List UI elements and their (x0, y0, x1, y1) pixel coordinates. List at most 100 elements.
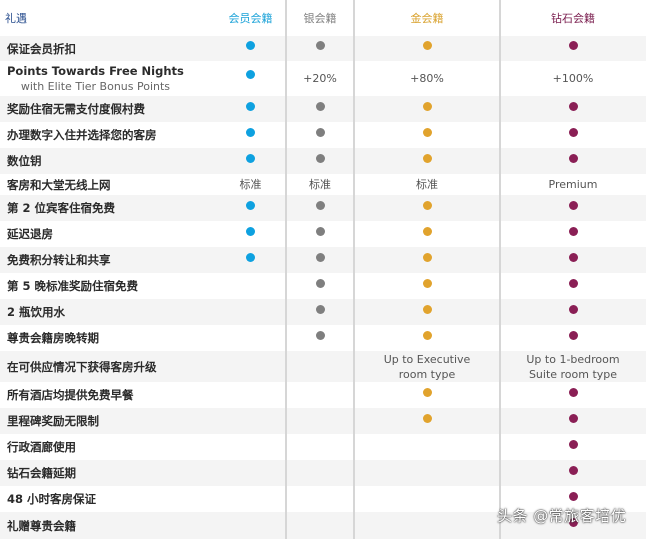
benefit-label: 钻石会籍延期 (7, 466, 76, 480)
diamond-value: +100% (552, 71, 594, 85)
table-row: 延迟退房 (0, 221, 646, 247)
benefit-label: 客房和大堂无线上网 (7, 177, 111, 192)
page-title: 礼遇 (5, 12, 27, 25)
silver-dot-icon (315, 226, 325, 236)
table-row: 48 小时客房保证 (0, 486, 646, 512)
column-header-member: 会员会籍 (228, 12, 273, 25)
silver-dot-icon (315, 304, 325, 314)
benefit-label: 里程碑奖励无限制 (7, 414, 99, 428)
table-row: 办理数字入住并选择您的客房 (0, 122, 646, 148)
silver-value: +20% (303, 71, 337, 85)
gold-dot-icon (422, 101, 432, 111)
diamond-upgrade-value: Up to 1-bedroom Suite room type (526, 352, 620, 381)
member-dot-icon (246, 226, 255, 236)
benefit-label: Points Towards Free Nights (7, 63, 184, 78)
diamond-dot-icon (568, 330, 578, 340)
member-dot-icon (246, 200, 255, 210)
benefit-label: 在可供应情况下获得客房升级 (7, 359, 157, 374)
silver-dot-icon (315, 41, 325, 50)
gold-dot-icon (422, 330, 432, 340)
diamond-dot-icon (568, 491, 578, 501)
diamond-dot-icon (568, 518, 578, 527)
benefit-label: 行政酒廊使用 (7, 440, 76, 454)
benefit-label: 数位钥 (7, 154, 42, 168)
gold-dot-icon (422, 252, 432, 262)
member-dot-icon (246, 153, 255, 163)
diamond-value: Premium (548, 177, 598, 191)
benefit-label: 第 5 晚标准奖励住宿免费 (7, 279, 139, 293)
member-dot-icon (246, 127, 255, 137)
benefit-sublabel: with Elite Tier Bonus Points (20, 79, 171, 93)
member-value: 标准 (239, 177, 262, 191)
diamond-dot-icon (568, 153, 578, 163)
benefit-label: 保证会员折扣 (7, 41, 76, 56)
diamond-dot-icon (568, 200, 578, 210)
gold-dot-icon (422, 153, 432, 163)
table-row: 数位钥 (0, 148, 646, 174)
table-row: 行政酒廊使用 (0, 434, 646, 460)
diamond-dot-icon (568, 226, 578, 236)
diamond-dot-icon (568, 413, 578, 423)
member-dot-icon (246, 252, 255, 262)
diamond-dot-icon (568, 252, 578, 262)
column-divider (285, 0, 287, 539)
diamond-dot-icon (568, 127, 578, 137)
table-row: Points Towards Free Nights with Elite Ti… (0, 61, 646, 96)
member-dot-icon (246, 101, 255, 111)
diamond-dot-icon (568, 304, 578, 314)
column-header-silver: 银会籍 (303, 12, 337, 25)
benefit-label: 48 小时客房保证 (7, 492, 97, 506)
silver-value: 标准 (309, 177, 331, 191)
table-row: 礼赠尊贵会籍 (0, 512, 646, 539)
member-dot-icon (246, 70, 255, 79)
table-row: 免费积分转让和共享 (0, 247, 646, 273)
gold-dot-icon (422, 200, 432, 210)
benefit-label: 礼赠尊贵会籍 (7, 518, 76, 533)
diamond-dot-icon (568, 278, 578, 288)
table-row: 保证会员折扣 (0, 36, 646, 61)
benefit-label: 奖励住宿无需支付度假村费 (7, 102, 145, 116)
diamond-dot-icon (568, 41, 578, 50)
gold-dot-icon (422, 41, 432, 50)
watermark: 头条 @常旅客培优 (497, 507, 627, 525)
benefit-label: 2 瓶饮用水 (7, 305, 66, 319)
gold-value: +80% (410, 71, 444, 85)
silver-dot-icon (315, 278, 325, 288)
gold-dot-icon (422, 387, 432, 397)
column-divider (499, 0, 501, 539)
table-row: 里程碑奖励无限制 (0, 408, 646, 434)
gold-value: 标准 (416, 177, 438, 191)
gold-dot-icon (422, 413, 432, 423)
table-header: 礼遇 会员会籍 银会籍 金会籍 钻石会籍 (0, 0, 646, 36)
silver-dot-icon (315, 101, 325, 111)
gold-dot-icon (422, 304, 432, 314)
silver-dot-icon (315, 252, 325, 262)
diamond-dot-icon (568, 387, 578, 397)
benefit-label: 免费积分转让和共享 (7, 253, 111, 267)
table-row: 第 5 晚标准奖励住宿免费 (0, 273, 646, 299)
benefit-label: 第 2 位宾客住宿免费 (7, 201, 116, 215)
table-row: 所有酒店均提供免费早餐 (0, 382, 646, 408)
table-row: 在可供应情况下获得客房升级 Up to Executive room type … (0, 351, 646, 382)
column-header-gold: 金会籍 (410, 12, 444, 25)
table-row: 尊贵会籍房晚转期 (0, 325, 646, 351)
silver-dot-icon (315, 330, 325, 340)
column-divider (353, 0, 355, 539)
diamond-dot-icon (568, 465, 578, 475)
silver-dot-icon (315, 200, 325, 210)
gold-dot-icon (422, 127, 432, 137)
silver-dot-icon (315, 153, 325, 163)
gold-upgrade-value: Up to Executive room type (383, 352, 471, 381)
table-row: 2 瓶饮用水 (0, 299, 646, 325)
member-dot-icon (246, 41, 255, 50)
gold-dot-icon (422, 278, 432, 288)
table-row: 客房和大堂无线上网 标准 标准 标准 Premium (0, 174, 646, 195)
column-header-diamond: 钻石会籍 (551, 12, 595, 25)
table-row: 第 2 位宾客住宿免费 (0, 195, 646, 221)
benefit-label: 办理数字入住并选择您的客房 (7, 128, 157, 142)
benefit-label: 所有酒店均提供免费早餐 (7, 388, 134, 402)
benefit-label: 延迟退房 (7, 227, 53, 241)
silver-dot-icon (315, 127, 325, 137)
diamond-dot-icon (568, 101, 578, 111)
